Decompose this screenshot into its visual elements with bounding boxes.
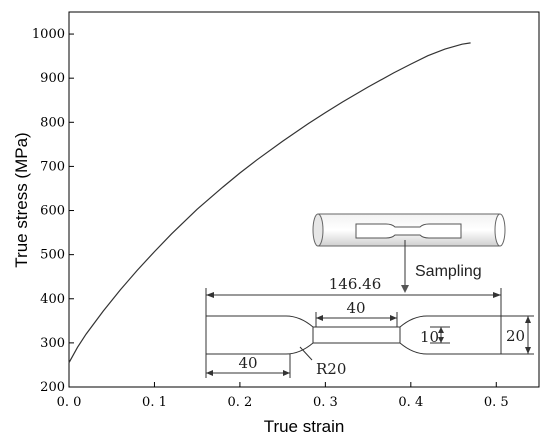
y-tick-label: 300 <box>40 336 65 351</box>
y-axis-ticks: 200 300 400 500 600 700 800 900 1000 <box>32 27 74 395</box>
tube-illustration <box>312 213 506 247</box>
x-axis-ticks: 0. 0 0. 1 0. 2 0. 3 0. 4 0. 5 <box>57 382 509 410</box>
plot-frame <box>68 11 540 388</box>
dim-gauge-length: 40 <box>346 299 365 317</box>
y-tick-label: 700 <box>40 159 65 174</box>
y-tick-label: 600 <box>40 204 65 219</box>
y-tick-label: 1000 <box>32 27 65 42</box>
series-line-0 <box>68 42 471 363</box>
dim-gauge-width: 10 <box>420 328 439 346</box>
x-tick-label: 0. 1 <box>142 395 167 410</box>
x-tick-label: 0. 2 <box>228 395 253 410</box>
series-layer <box>68 42 471 363</box>
y-tick-label: 500 <box>40 248 65 263</box>
y-tick-label: 400 <box>40 292 65 307</box>
x-tick-label: 0. 0 <box>57 395 82 410</box>
x-tick-label: 0. 4 <box>398 395 423 410</box>
y-axis-title: True stress (MPa) <box>12 132 31 267</box>
specimen-outline <box>205 315 502 355</box>
dim-grip-width: 20 <box>506 327 525 345</box>
specimen-inset: Sampling 146.46 40 40 R20 <box>205 213 534 378</box>
y-tick-label: 800 <box>40 115 65 130</box>
y-tick-label: 200 <box>40 380 65 395</box>
x-axis-title: True strain <box>264 417 345 436</box>
dim-total-length: 146.46 <box>329 275 382 293</box>
x-tick-label: 0. 3 <box>313 395 338 410</box>
x-tick-label: 0. 5 <box>484 395 509 410</box>
sampling-label: Sampling <box>415 263 482 280</box>
y-tick-label: 900 <box>40 71 65 86</box>
dim-grip-length: 40 <box>238 354 257 372</box>
dim-radius: R20 <box>316 360 346 378</box>
